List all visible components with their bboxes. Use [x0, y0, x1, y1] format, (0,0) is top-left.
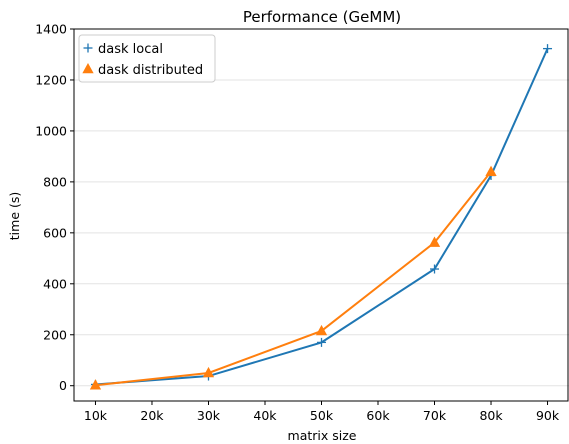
x-tick-label: 60k	[366, 408, 390, 423]
legend-triangle-mark	[82, 62, 94, 74]
data-point-triangle	[315, 324, 328, 336]
y-tick-label: 600	[43, 225, 67, 240]
x-tick-label: 70k	[423, 408, 447, 423]
x-tick-label: 10k	[84, 408, 108, 423]
x-axis-label: matrix size	[288, 428, 357, 443]
legend-label-dask-distributed: dask distributed	[98, 63, 203, 78]
x-tick-label: 90k	[536, 408, 560, 423]
legend-plus-mark	[83, 43, 93, 53]
y-tick-label: 1200	[35, 72, 67, 87]
data-point-triangle	[89, 379, 102, 390]
legend-entry-dask-distributed: dask distributed	[82, 62, 203, 78]
series-dask-local	[90, 44, 553, 389]
data-point-plus	[430, 264, 440, 274]
legend-marker-plus-icon	[83, 43, 93, 53]
x-tick-label: 30k	[197, 408, 221, 423]
y-tick-label: 0	[59, 378, 67, 393]
x-tick-label: 20k	[140, 408, 164, 423]
data-point-plus	[317, 337, 326, 347]
data-point-triangle	[485, 165, 497, 176]
series-layer	[89, 44, 553, 390]
y-tick-label: 400	[43, 276, 67, 291]
legend-marker-triangle-icon	[82, 62, 94, 74]
series-dask-distributed	[89, 165, 497, 390]
legend-entry-dask-local: dask local	[83, 42, 163, 57]
series-line	[95, 48, 549, 386]
x-axis: 10k 20k 30k 40k 50k 60k 70k 80k 90k	[84, 401, 560, 423]
legend: dask local dask distributed	[78, 34, 216, 83]
y-tick-label: 1400	[35, 22, 67, 37]
data-point-triangle	[428, 236, 441, 247]
y-tick-label: 200	[43, 327, 67, 342]
y-axis-label: time (s)	[7, 192, 22, 240]
chart-title: Performance (GeMM)	[243, 8, 401, 26]
data-point-plus	[543, 44, 553, 54]
data-point-triangle	[202, 366, 215, 378]
legend-box	[78, 34, 216, 83]
x-tick-label: 40k	[253, 408, 277, 423]
x-tick-label: 80k	[479, 408, 503, 423]
x-tick-label: 50k	[310, 408, 334, 423]
y-axis: 0 200 400 600 800 1000 1200 1400	[35, 22, 74, 393]
y-tick-label: 1000	[35, 123, 67, 138]
y-tick-label: 800	[43, 174, 67, 189]
series-line	[95, 171, 492, 387]
legend-label-dask-local: dask local	[98, 42, 163, 57]
